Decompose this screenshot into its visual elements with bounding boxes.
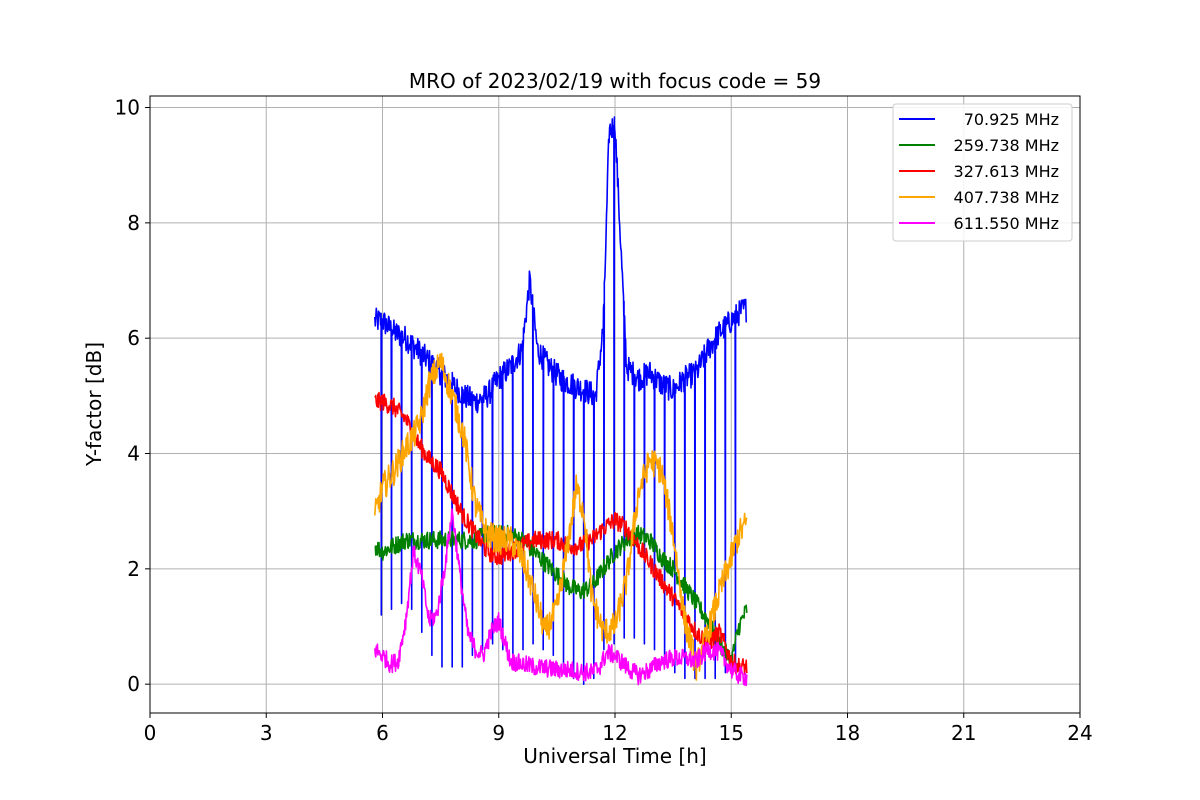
legend: 70.925 MHz 259.738 MHz 327.613 MHz 407.738 …: [892, 103, 1073, 242]
y-tick-label: 6: [127, 326, 140, 350]
x-tick-label: 9: [492, 721, 505, 745]
series-layer: [374, 116, 748, 687]
legend-label: 327.613 MHz: [954, 162, 1059, 181]
series-line: [374, 508, 748, 687]
y-tick-label: 2: [127, 557, 140, 581]
legend-label: 70.925 MHz: [964, 110, 1059, 129]
legend-label: 259.738 MHz: [954, 136, 1059, 155]
y-tick-label: 8: [127, 211, 140, 235]
x-tick-label: 3: [260, 721, 273, 745]
legend-box: [892, 103, 1073, 242]
x-tick-label: 0: [144, 721, 157, 745]
y-tick-label: 0: [127, 672, 140, 696]
chart-title: MRO of 2023/02/19 with focus code = 59: [409, 69, 821, 93]
legend-label: 407.738 MHz: [954, 188, 1059, 207]
x-tick-label: 18: [835, 721, 860, 745]
y-tick-label: 10: [115, 96, 140, 120]
x-tick-label: 21: [951, 721, 976, 745]
series-line: [374, 524, 748, 669]
x-axis-label: Universal Time [h]: [523, 744, 706, 768]
x-tick-label: 6: [376, 721, 389, 745]
x-tick-label: 24: [1067, 721, 1092, 745]
x-tick-label: 15: [719, 721, 744, 745]
y-tick-label: 4: [127, 442, 140, 466]
y-axis-label: Y-factor [dB]: [82, 342, 106, 467]
y-axis-ticks: 0 2 4 6 8 10: [115, 96, 150, 696]
x-axis-ticks: 0 3 6 9 12 15 18 21 24: [144, 713, 1093, 745]
x-tick-label: 12: [602, 721, 627, 745]
series-line: [374, 352, 748, 681]
legend-label: 611.550 MHz: [954, 214, 1059, 233]
